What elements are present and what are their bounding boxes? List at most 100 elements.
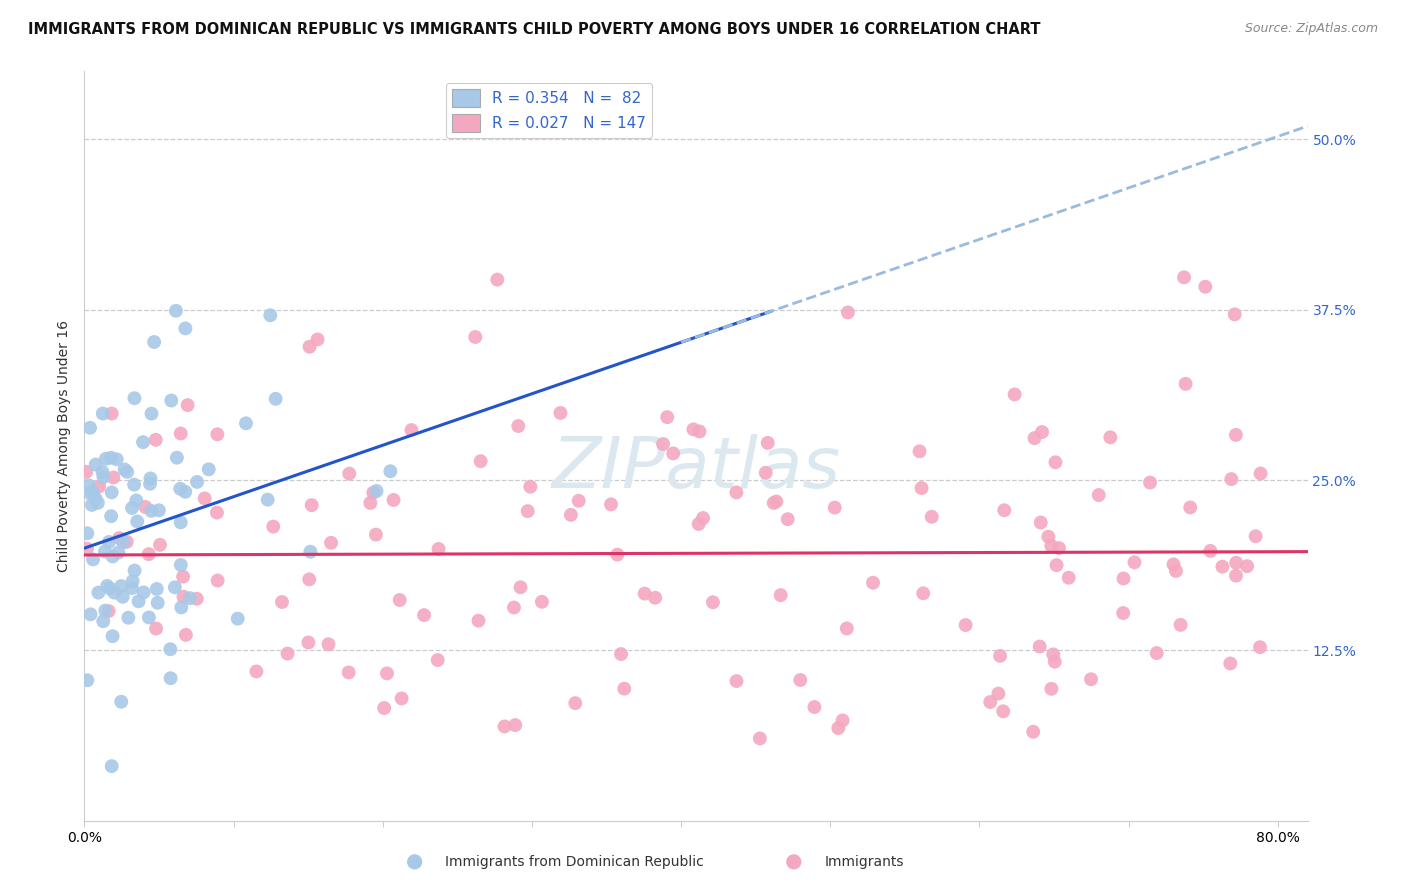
Point — [1220, 472, 1243, 486]
Text: ZIPatlas: ZIPatlas — [551, 434, 841, 503]
Point — [652, 437, 675, 451]
Point — [299, 545, 322, 559]
Point — [97, 604, 120, 618]
Point — [1170, 618, 1192, 632]
Point — [87, 585, 110, 599]
Point — [467, 614, 489, 628]
Point — [145, 622, 167, 636]
Point — [76, 541, 98, 556]
Text: IMMIGRANTS FROM DOMINICAN REPUBLIC VS IMMIGRANTS CHILD POVERTY AMONG BOYS UNDER : IMMIGRANTS FROM DOMINICAN REPUBLIC VS IM… — [28, 22, 1040, 37]
Point — [100, 485, 122, 500]
Point — [835, 622, 858, 636]
Point — [170, 600, 193, 615]
Point — [207, 427, 229, 442]
Point — [1223, 307, 1246, 321]
Point — [132, 585, 155, 599]
Point — [427, 541, 450, 556]
Point — [256, 492, 278, 507]
Point — [803, 700, 825, 714]
Point — [121, 500, 143, 515]
Point — [1028, 640, 1050, 654]
Point — [530, 595, 553, 609]
Point — [277, 647, 299, 661]
Point — [762, 496, 785, 510]
Point — [633, 586, 655, 600]
Point — [145, 582, 167, 596]
Point — [509, 580, 531, 594]
Point — [1194, 279, 1216, 293]
Point — [91, 614, 114, 628]
Point — [76, 673, 98, 688]
Point — [165, 303, 187, 318]
Point — [364, 527, 387, 541]
Point — [426, 653, 449, 667]
Point — [1038, 530, 1060, 544]
Point — [124, 564, 146, 578]
Point — [128, 594, 150, 608]
Point — [1123, 555, 1146, 569]
Point — [100, 450, 122, 465]
Point — [1146, 646, 1168, 660]
Point — [516, 504, 538, 518]
Point — [79, 421, 101, 435]
Point — [319, 536, 342, 550]
Point — [503, 718, 526, 732]
Point — [75, 465, 97, 479]
Point — [413, 608, 436, 623]
Point — [702, 595, 724, 609]
Point — [606, 548, 628, 562]
Point — [186, 475, 208, 489]
Point — [124, 391, 146, 405]
Point — [1047, 541, 1070, 555]
Point — [391, 691, 413, 706]
Point — [141, 407, 163, 421]
Point — [1004, 387, 1026, 401]
Point — [100, 509, 122, 524]
Point — [1112, 572, 1135, 586]
Point — [138, 547, 160, 561]
Point — [568, 493, 591, 508]
Text: Source: ZipAtlas.com: Source: ZipAtlas.com — [1244, 22, 1378, 36]
Point — [682, 422, 704, 436]
Point — [1099, 430, 1122, 444]
Point — [94, 451, 117, 466]
Point — [503, 600, 526, 615]
Point — [112, 535, 135, 549]
Point — [776, 512, 799, 526]
Point — [197, 462, 219, 476]
Point — [110, 579, 132, 593]
Point — [1029, 516, 1052, 530]
Point — [76, 526, 98, 541]
Point — [163, 580, 186, 594]
Point — [125, 493, 148, 508]
Point — [93, 470, 115, 484]
Point — [921, 509, 943, 524]
Point — [100, 407, 122, 421]
Point — [101, 629, 124, 643]
Point — [91, 407, 114, 421]
Point — [993, 503, 1015, 517]
Point — [174, 321, 197, 335]
Point — [101, 549, 124, 564]
Point — [361, 485, 384, 500]
Point — [91, 465, 114, 479]
Point — [662, 446, 685, 460]
Point — [79, 486, 101, 500]
Point — [519, 480, 541, 494]
Point — [748, 731, 770, 746]
Point — [1249, 640, 1271, 655]
Point — [470, 454, 492, 468]
Point — [115, 534, 138, 549]
Point — [827, 721, 849, 735]
Point — [121, 581, 143, 595]
Point — [755, 466, 778, 480]
Point — [245, 665, 267, 679]
Point — [765, 494, 787, 508]
Point — [105, 452, 128, 467]
Point — [110, 695, 132, 709]
Point — [1042, 648, 1064, 662]
Point — [207, 574, 229, 588]
Point — [103, 585, 125, 599]
Point — [1112, 606, 1135, 620]
Point — [1164, 564, 1187, 578]
